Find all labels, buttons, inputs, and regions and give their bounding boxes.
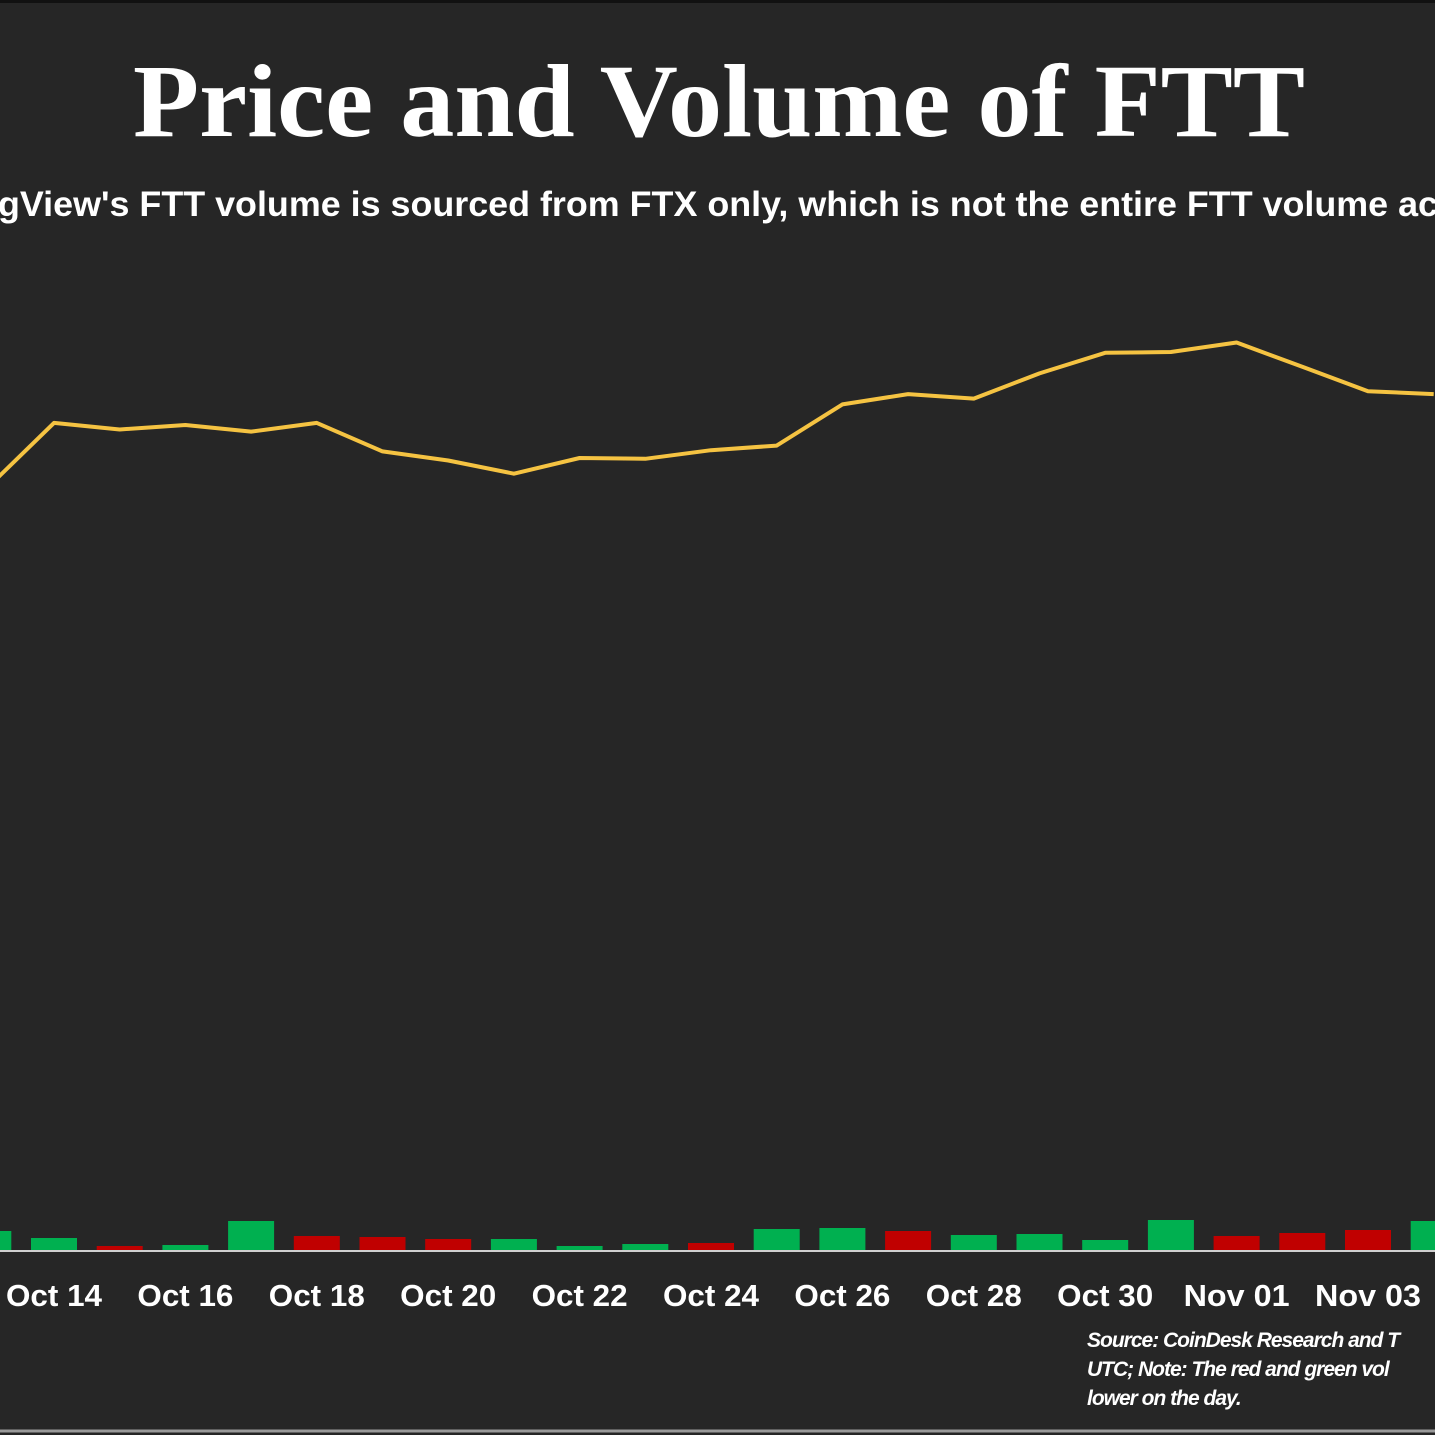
volume-bar-oct-16 <box>162 1245 209 1250</box>
volume-bar-oct-19 <box>359 1237 406 1250</box>
source-line-2: UTC; Note: The red and green vol <box>1087 1358 1391 1381</box>
volume-bar-oct-27 <box>885 1231 932 1250</box>
x-tick-label: Nov 01 <box>1184 1278 1290 1313</box>
x-tick-label: Nov 03 <box>1315 1278 1421 1313</box>
volume-bar-nov-01 <box>1213 1236 1260 1250</box>
volume-bar-oct-31 <box>1147 1220 1194 1250</box>
volume-bar-oct-14 <box>31 1238 77 1250</box>
volume-bar-oct-29 <box>1016 1234 1063 1250</box>
volume-bar-oct-25 <box>753 1229 800 1250</box>
volume-bar-oct-21 <box>490 1239 537 1250</box>
volume-bar-oct-26 <box>819 1228 866 1250</box>
volume-bar-oct-30 <box>1082 1240 1129 1250</box>
volume-bar-oct-24 <box>688 1243 734 1250</box>
x-tick-label: Oct 16 <box>137 1278 233 1313</box>
volume-bar-oct-20 <box>425 1239 472 1250</box>
x-tick-label: Oct 24 <box>663 1278 760 1313</box>
x-tick-label: Oct 18 <box>269 1278 365 1313</box>
volume-bar-oct-23 <box>622 1244 669 1250</box>
x-tick-label: Oct 22 <box>532 1278 628 1313</box>
x-tick-label: Oct 26 <box>794 1278 890 1313</box>
volume-bar-nov-02 <box>1279 1233 1326 1250</box>
x-tick-label: Oct 20 <box>400 1278 496 1313</box>
volume-bar-oct-18 <box>293 1236 340 1250</box>
x-tick-label: Oct 30 <box>1057 1278 1153 1313</box>
volume-bar-nov-04 <box>1410 1221 1435 1250</box>
source-note: Source: CoinDesk Research and T UTC; Not… <box>1087 1329 1403 1410</box>
volume-bars <box>0 1220 1435 1250</box>
source-line-1: Source: CoinDesk Research and T <box>1087 1329 1402 1352</box>
volume-bar-oct-28 <box>950 1235 997 1250</box>
volume-bar-oct-13 <box>0 1231 12 1250</box>
chart-subtitle: gView's FTT volume is sourced from FTX o… <box>0 185 1435 224</box>
x-tick-label: Oct 14 <box>6 1278 103 1313</box>
x-axis-ticks: Oct 14 Oct 16 Oct 18 Oct 20 Oct 22 Oct 24 Oct … <box>6 1278 1421 1313</box>
source-line-3: lower on the day. <box>1087 1387 1241 1410</box>
volume-bar-oct-22 <box>556 1246 603 1250</box>
volume-bar-oct-15 <box>96 1246 143 1250</box>
x-tick-label: Oct 28 <box>926 1278 1022 1313</box>
chart-title: Price and Volume of FTT <box>133 44 1305 159</box>
volume-bar-nov-03 <box>1345 1230 1391 1250</box>
volume-bar-oct-17 <box>228 1221 275 1250</box>
